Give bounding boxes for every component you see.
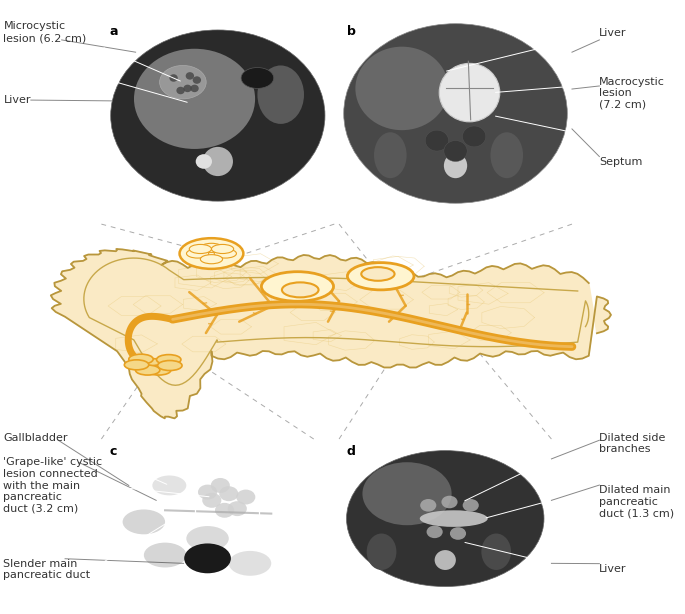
Ellipse shape [123, 510, 165, 534]
Circle shape [202, 493, 221, 508]
Ellipse shape [490, 132, 523, 178]
Circle shape [200, 243, 223, 252]
Circle shape [129, 354, 153, 364]
Text: Macrocystic
lesion
(7.2 cm): Macrocystic lesion (7.2 cm) [599, 77, 665, 110]
Circle shape [141, 359, 165, 368]
Bar [195, 475, 258, 519]
Ellipse shape [144, 543, 186, 567]
Circle shape [212, 244, 234, 254]
Text: Microcystic
lesion (6.2 cm): Microcystic lesion (6.2 cm) [3, 21, 87, 43]
Ellipse shape [444, 153, 467, 178]
Text: Liver: Liver [599, 28, 627, 37]
Ellipse shape [420, 510, 488, 527]
Ellipse shape [374, 132, 407, 178]
Circle shape [420, 499, 436, 511]
Circle shape [186, 249, 209, 258]
Circle shape [190, 85, 199, 92]
Text: Slender main
pancreatic duct: Slender main pancreatic duct [3, 559, 90, 580]
Circle shape [192, 76, 201, 84]
Ellipse shape [111, 30, 325, 201]
Circle shape [340, 443, 361, 459]
Circle shape [196, 154, 212, 169]
Circle shape [347, 263, 414, 290]
Text: c: c [110, 445, 116, 458]
Circle shape [444, 141, 467, 161]
Ellipse shape [203, 147, 233, 176]
Circle shape [147, 365, 171, 375]
Ellipse shape [152, 475, 186, 495]
Text: Liver: Liver [599, 564, 627, 573]
Ellipse shape [184, 543, 231, 573]
Circle shape [340, 21, 363, 41]
Circle shape [361, 267, 395, 281]
Text: Liver: Liver [3, 95, 31, 105]
Circle shape [219, 486, 238, 501]
Circle shape [214, 249, 236, 258]
Circle shape [157, 355, 181, 365]
Text: 'Grape-like' cystic
lesion connected
with the main
pancreatic
duct (3.2 cm): 'Grape-like' cystic lesion connected wit… [3, 457, 103, 514]
Text: a: a [110, 25, 119, 37]
Text: Gallbladder: Gallbladder [3, 433, 68, 443]
Circle shape [227, 501, 247, 516]
Circle shape [103, 443, 123, 459]
Polygon shape [51, 249, 611, 418]
Circle shape [136, 365, 160, 375]
Ellipse shape [179, 238, 243, 269]
Circle shape [215, 503, 234, 518]
Text: d: d [347, 445, 356, 458]
Ellipse shape [344, 24, 567, 203]
Ellipse shape [439, 63, 500, 122]
Circle shape [200, 255, 223, 264]
Ellipse shape [134, 49, 255, 149]
Text: Dilated main
pancreatic
duct (1.3 cm): Dilated main pancreatic duct (1.3 cm) [599, 485, 675, 518]
Ellipse shape [229, 551, 271, 576]
Ellipse shape [434, 550, 456, 570]
Circle shape [262, 271, 334, 301]
Circle shape [462, 499, 479, 511]
Circle shape [236, 489, 256, 505]
Circle shape [198, 484, 217, 500]
Ellipse shape [362, 462, 451, 525]
Circle shape [103, 21, 125, 41]
Circle shape [211, 478, 230, 493]
Circle shape [282, 282, 319, 297]
Ellipse shape [356, 47, 449, 130]
Circle shape [125, 360, 149, 370]
Text: b: b [347, 25, 356, 37]
Circle shape [176, 87, 185, 95]
Circle shape [189, 244, 212, 254]
Ellipse shape [258, 66, 304, 124]
Ellipse shape [366, 534, 397, 570]
Circle shape [186, 72, 194, 80]
Ellipse shape [241, 68, 274, 88]
Ellipse shape [347, 451, 544, 586]
Circle shape [462, 126, 486, 147]
Circle shape [169, 74, 178, 82]
Circle shape [441, 495, 458, 508]
Ellipse shape [160, 66, 206, 99]
Text: Septum: Septum [599, 157, 643, 166]
Text: Dilated side
branches: Dilated side branches [599, 433, 666, 454]
Ellipse shape [186, 526, 229, 551]
Circle shape [184, 85, 192, 92]
Circle shape [425, 130, 449, 151]
Circle shape [158, 360, 182, 370]
Ellipse shape [482, 534, 511, 570]
Circle shape [427, 526, 443, 538]
Circle shape [450, 527, 466, 540]
